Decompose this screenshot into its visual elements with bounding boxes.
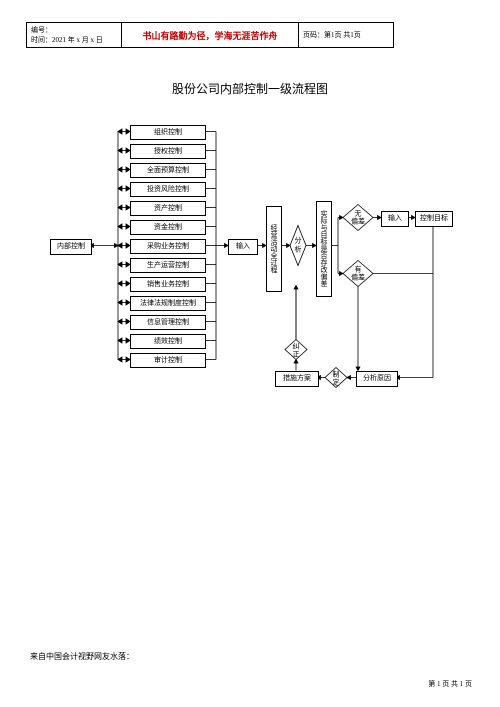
control-item-9: 法律法规制度控制 <box>130 296 206 311</box>
node-analyze-1: 分 <box>295 236 302 245</box>
node-yesdev-1: 有 <box>355 265 362 274</box>
node-nodev-2: 偏差 <box>351 217 365 226</box>
control-item-1: 授权控制 <box>130 144 206 159</box>
node-correct-2: 正 <box>293 351 300 359</box>
node-cause: 分析原因 <box>356 371 398 387</box>
header-motto: 书山有路勤为径，学海无涯苦作舟 <box>122 23 299 48</box>
root-node: 内部控制 <box>50 239 92 255</box>
node-correct-1: 纠 <box>293 343 300 351</box>
footer-page: 第 1 页 共 1 页 <box>428 679 472 689</box>
node-process: 经营活动全过程 <box>266 206 282 292</box>
node-input: 输入 <box>228 239 258 255</box>
flowchart-lines: 分析无偏差有偏差制定纠正 <box>20 110 480 510</box>
node-formulate-1: 制 <box>333 370 340 379</box>
control-item-0: 组织控制 <box>130 125 206 140</box>
node-formulate-2: 定 <box>333 378 340 387</box>
control-item-2: 全面预算控制 <box>130 163 206 178</box>
control-item-3: 投资风险控制 <box>130 182 206 197</box>
control-item-11: 绩效控制 <box>130 334 206 349</box>
node-nodev-1: 无 <box>355 210 362 218</box>
control-item-4: 资产控制 <box>130 201 206 216</box>
control-item-10: 信息管理控制 <box>130 315 206 330</box>
control-item-8: 销售业务控制 <box>130 277 206 292</box>
node-input2: 输入 <box>381 211 409 227</box>
node-compare: 实际与目标是否存改偏差 <box>316 201 332 297</box>
header-id: 编号： <box>31 25 117 35</box>
header-table: 编号： 时间：2021 年 x 月 x 日 书山有路勤为径，学海无涯苦作舟 页码… <box>26 22 394 48</box>
node-goal: 控制目标 <box>415 211 453 227</box>
control-item-5: 资金控制 <box>130 220 206 235</box>
header-time: 时间：2021 年 x 月 x 日 <box>31 35 117 45</box>
flowchart: 分析无偏差有偏差制定纠正 组织控制授权控制全面预算控制投资风险控制资产控制资金控… <box>20 110 480 510</box>
control-item-6: 采购业务控制 <box>130 239 206 254</box>
control-item-7: 生产运营控制 <box>130 258 206 273</box>
footer-source: 来自中国会计视野网友水落： <box>30 651 134 662</box>
control-item-12: 审计控制 <box>130 353 206 368</box>
page-title: 股份公司内部控制一级流程图 <box>0 80 500 97</box>
node-analyze-2: 析 <box>295 245 302 254</box>
header-page: 页码：第1页 共1页 <box>299 23 394 48</box>
node-yesdev-2: 偏差 <box>351 273 365 282</box>
node-plan: 措施方案 <box>275 371 319 387</box>
